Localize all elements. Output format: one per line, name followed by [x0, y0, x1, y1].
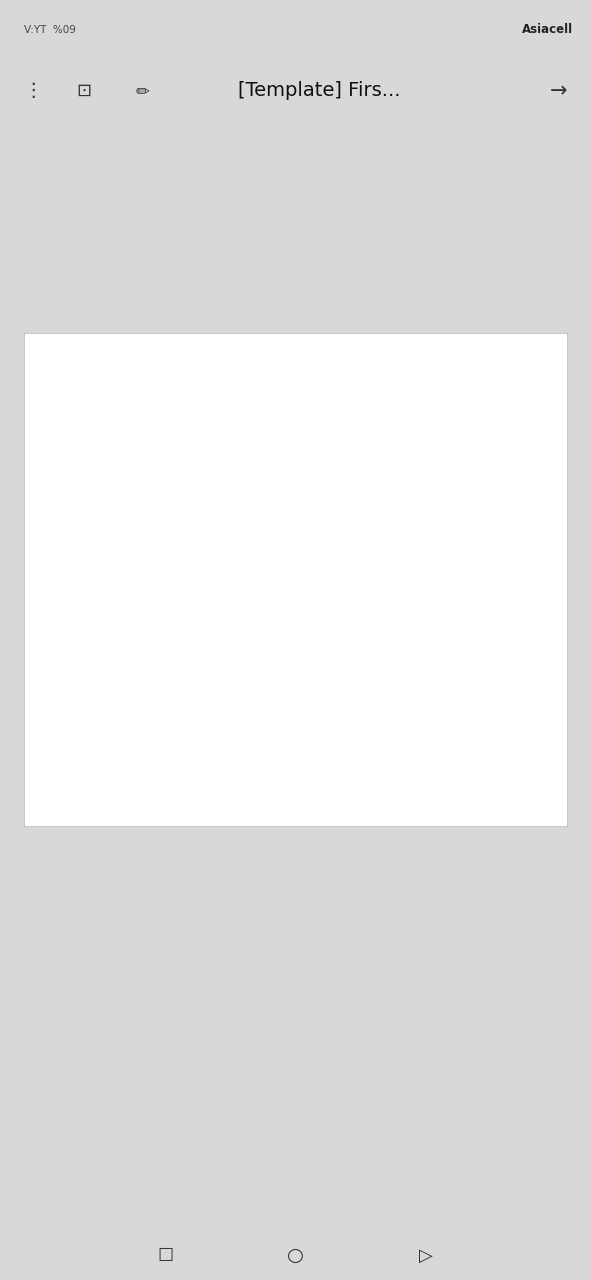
Bar: [293, 558, 380, 584]
Text: Present
State: Present State: [141, 454, 173, 475]
Text: x = 1: x = 1: [324, 486, 348, 495]
Bar: [206, 584, 293, 611]
Text: 0: 0: [415, 593, 421, 602]
Bar: [108, 611, 206, 637]
Bar: [206, 504, 293, 531]
Text: Asiacell: Asiacell: [522, 23, 573, 36]
Text: 11: 11: [243, 593, 255, 602]
Bar: [206, 451, 380, 477]
Bar: [380, 477, 456, 504]
Text: [Template] Firs...: [Template] Firs...: [238, 82, 400, 100]
Text: ○: ○: [287, 1247, 304, 1265]
Text: 01: 01: [151, 566, 163, 575]
Text: Next State: Next State: [269, 460, 317, 468]
Bar: [206, 531, 293, 558]
Bar: [108, 504, 206, 531]
Bar: [456, 477, 532, 504]
Text: 10: 10: [330, 540, 342, 549]
Bar: [380, 531, 456, 558]
Bar: [206, 611, 293, 637]
Bar: [456, 504, 532, 531]
Bar: [108, 584, 206, 611]
Bar: [456, 558, 532, 584]
Bar: [380, 504, 456, 531]
Bar: [293, 504, 380, 531]
Text: z: z: [492, 513, 496, 522]
Bar: [108, 558, 206, 584]
Bar: [456, 584, 532, 611]
Text: 11: 11: [330, 566, 342, 575]
Text: →: →: [550, 81, 567, 101]
Text: Y₂Y₁: Y₂Y₁: [148, 513, 165, 522]
Text: 10: 10: [151, 593, 163, 602]
Text: Y₂Y₁: Y₂Y₁: [241, 513, 258, 522]
Bar: [380, 558, 456, 584]
Text: 0: 0: [491, 566, 497, 575]
Text: 0: 0: [415, 540, 421, 549]
Text: 0: 0: [415, 620, 421, 628]
Text: 00: 00: [243, 566, 255, 575]
Text: V:YT  %09: V:YT %09: [24, 24, 76, 35]
Text: ⋮: ⋮: [24, 82, 43, 100]
Text: ✏: ✏: [136, 82, 150, 100]
Bar: [456, 611, 532, 637]
Bar: [456, 531, 532, 558]
Bar: [380, 611, 456, 637]
Text: 1: 1: [491, 620, 497, 628]
Text: ☐: ☐: [157, 1247, 174, 1265]
Text: 11: 11: [151, 620, 163, 628]
Text: 0: 0: [415, 566, 421, 575]
Text: corresponding FSM. Use D flip-flop in your Design.: corresponding FSM. Use D flip-flop in yo…: [46, 365, 284, 374]
Text: Dr. Saad Mshhain Hardan: Dr. Saad Mshhain Hardan: [51, 701, 183, 712]
Text: 0: 0: [491, 593, 497, 602]
Text: x = 0: x = 0: [238, 486, 261, 495]
Text: Good luck: Good luck: [269, 657, 322, 667]
Text: Q₂: Refer to the state assigned table shown below, by using Moore model, design : Q₂: Refer to the state assigned table sh…: [46, 346, 551, 355]
Bar: [380, 584, 456, 611]
Text: Output: Output: [440, 460, 472, 468]
Text: x = 0: x = 0: [406, 486, 430, 495]
Text: ⊡: ⊡: [77, 82, 92, 100]
Text: 10: 10: [243, 620, 255, 628]
Bar: [380, 451, 532, 477]
Text: Y₂Y₁: Y₂Y₁: [328, 513, 345, 522]
Text: 1: 1: [491, 540, 497, 549]
Text: 00: 00: [330, 593, 342, 602]
Text: 01: 01: [243, 540, 255, 549]
Bar: [293, 611, 380, 637]
Text: 00: 00: [330, 620, 342, 628]
Text: x = 1: x = 1: [482, 486, 506, 495]
Bar: [206, 558, 293, 584]
Bar: [293, 531, 380, 558]
Text: z: z: [415, 513, 420, 522]
Text: 00: 00: [151, 540, 163, 549]
Bar: [108, 531, 206, 558]
Bar: [293, 477, 380, 504]
Bar: [206, 477, 293, 504]
Bar: [293, 584, 380, 611]
Bar: [108, 477, 206, 504]
Text: ▷: ▷: [418, 1247, 433, 1265]
Bar: [108, 451, 206, 477]
